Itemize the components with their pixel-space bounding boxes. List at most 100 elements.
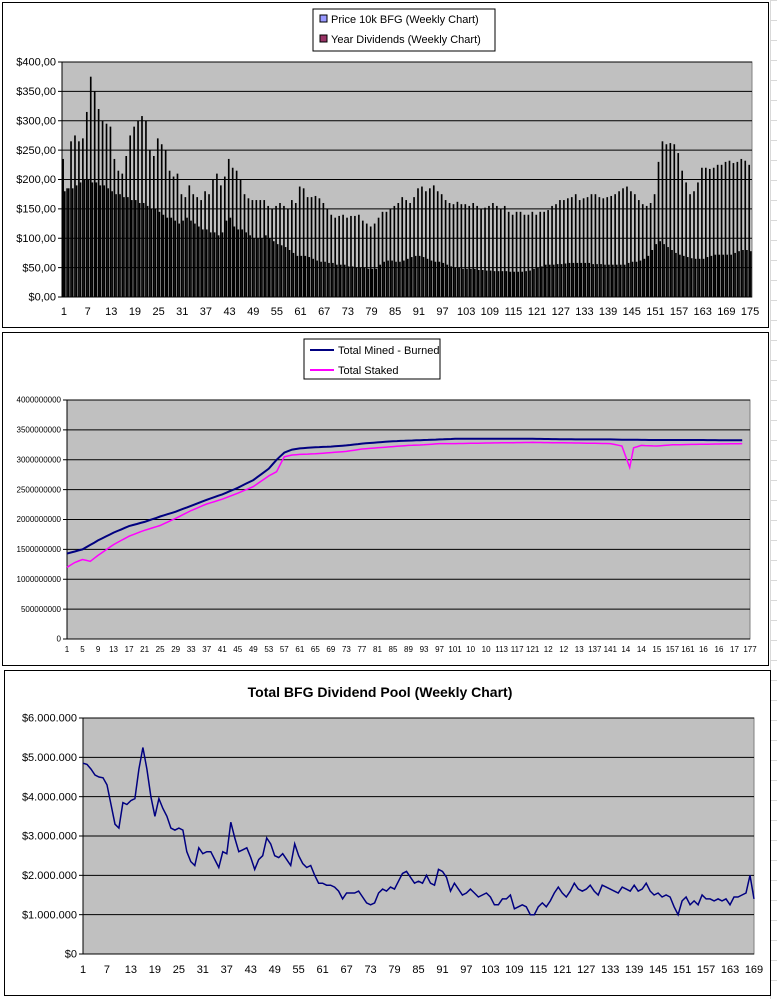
- chart1-xtick-label: 91: [413, 306, 425, 318]
- chart2-xtick-label: 77: [357, 645, 366, 654]
- chart1-dividend-bar: [556, 264, 559, 297]
- chart1-dividend-bar: [403, 260, 405, 297]
- chart1-dividend-bar: [276, 244, 279, 297]
- chart1-price-bar: [70, 141, 72, 297]
- chart2-xtick-label: 14: [621, 645, 630, 654]
- chart1-dividend-bar: [272, 241, 275, 297]
- chart1-price-bar: [168, 170, 171, 297]
- chart1-price-bar: [156, 138, 159, 297]
- chart1-dividend-bar: [194, 223, 196, 297]
- chart1-dividend-bar: [659, 241, 661, 297]
- chart3-xtick-label: 145: [649, 964, 667, 976]
- chart3-xtick-label: 85: [412, 964, 424, 976]
- chart1-dividend-bar: [730, 254, 732, 297]
- chart1-xtick-label: 163: [694, 306, 712, 318]
- chart1-price-bar: [326, 208, 329, 297]
- chart1-price-bar: [322, 203, 325, 297]
- chart1-dividend-bar: [123, 197, 125, 297]
- chart1-price-bar: [377, 217, 380, 297]
- chart1-dividend-bar: [434, 261, 437, 297]
- chart1-dividend-bar: [296, 255, 299, 297]
- chart1-xtick-label: 175: [741, 306, 759, 318]
- chart1-price-bar: [476, 205, 478, 297]
- chart1-dividend-bar: [580, 262, 583, 297]
- chart-dividend-pool[interactable]: Total BFG Dividend Pool (Weekly Chart) $0…: [4, 670, 771, 996]
- chart1-xtick-label: 103: [457, 306, 475, 318]
- chart1-dividend-bar: [746, 250, 748, 297]
- chart1-dividend-bar: [679, 254, 681, 297]
- chart2-xtick-label: 85: [389, 645, 398, 654]
- chart2-xtick-label: 12: [544, 645, 553, 654]
- chart1-ytick-label: $150,00: [16, 204, 56, 216]
- chart3-xtick-label: 121: [553, 964, 571, 976]
- chart-mined-staked[interactable]: 0 500000000 1000000000 1500000000 2000000000…: [2, 332, 769, 666]
- chart1-ytick-label: $200,00: [16, 174, 56, 186]
- chart1-price-bar: [153, 156, 155, 297]
- chart1-price-bar: [196, 197, 199, 297]
- chart2-xtick-label: 17: [125, 645, 134, 654]
- chart1-price-bar: [172, 176, 175, 297]
- chart1-price-bar: [728, 160, 731, 297]
- chart1-dividend-bar: [328, 262, 330, 297]
- chart1-legend-label: Price 10k BFG (Weekly Chart): [331, 14, 479, 26]
- chart3-xtick-label: 19: [149, 964, 161, 976]
- chart1-price-bar: [216, 173, 218, 297]
- chart1-dividend-bar: [612, 264, 614, 297]
- chart1-dividend-bar: [83, 179, 86, 297]
- chart1-price-bar: [637, 200, 640, 297]
- chart1-price-bar: [425, 191, 427, 297]
- chart1-dividend-bar: [521, 271, 523, 297]
- chart1-dividend-bar: [458, 267, 460, 297]
- chart1-dividend-bar: [430, 260, 433, 297]
- chart2-xtick-label: 41: [218, 645, 227, 654]
- chart1-price-bar: [701, 167, 703, 297]
- chart3-ytick-label: $4.000.000: [22, 791, 77, 803]
- chart1-price-bar: [263, 200, 266, 297]
- chart1-price-bar: [697, 182, 699, 297]
- chart1-dividend-bar: [474, 268, 476, 297]
- chart2-xtick-label: 1: [65, 645, 70, 654]
- chart2-xtick-label: 65: [311, 645, 320, 654]
- chart1-xtick-label: 151: [646, 306, 664, 318]
- chart1-dividend-bar: [308, 257, 311, 297]
- chart1-price-bar: [488, 205, 490, 297]
- chart1-price-bar: [444, 200, 447, 297]
- chart2-svg: 0 500000000 1000000000 1500000000 2000000000…: [17, 338, 757, 654]
- chart3-xtick-label: 55: [293, 964, 305, 976]
- chart3-ytick-label: $6.000.000: [22, 713, 77, 725]
- chart1-dividend-bar: [726, 254, 729, 297]
- chart1-price-bar: [641, 204, 644, 297]
- chart1-price-bar: [314, 195, 317, 297]
- chart1-price-bar: [657, 161, 660, 297]
- chart-price-dividends[interactable]: $0,00 $50,00 $100,00 $150,00 $200,00 $250,00 $…: [2, 2, 769, 328]
- chart1-dividend-bar: [162, 214, 165, 297]
- chart1-dividend-bar: [545, 264, 547, 297]
- chart1-xtick-label: 97: [436, 306, 448, 318]
- chart1-price-bar: [436, 191, 439, 297]
- chart1-dividend-bar: [379, 264, 382, 297]
- chart1-dividend-bar: [414, 255, 417, 297]
- chart1-dividend-bar: [619, 264, 622, 297]
- chart1-price-bar: [598, 197, 601, 297]
- chart1-price-bar: [109, 126, 112, 297]
- chart3-xtick-label: 169: [745, 964, 763, 976]
- chart1-dividend-bar: [501, 271, 504, 297]
- chart1-dividend-bar: [533, 268, 535, 297]
- chart1-dividend-bar: [410, 257, 413, 297]
- chart1-xtick-label: 169: [717, 306, 735, 318]
- chart1-dividend-bar: [596, 264, 598, 297]
- chart3-ytick-label: $5.000.000: [22, 752, 77, 764]
- chart1-price-bar: [417, 188, 419, 297]
- chart1-dividend-bar: [119, 194, 121, 297]
- chart1-dividend-bar: [643, 258, 646, 297]
- chart3-series-dividend-pool: [82, 747, 755, 917]
- chart1-price-bar: [724, 161, 727, 297]
- chart2-xtick-label: 157: [666, 645, 680, 654]
- chart1-price-bar: [294, 203, 297, 297]
- chart1-dividend-bar: [103, 185, 106, 297]
- chart1-dividend-bar: [205, 229, 208, 297]
- chart1-dividend-bar: [217, 235, 220, 297]
- chart1-ytick-label: $50,00: [22, 262, 56, 274]
- chart1-price-bar: [665, 144, 668, 297]
- chart1-xtick-label: 25: [152, 306, 164, 318]
